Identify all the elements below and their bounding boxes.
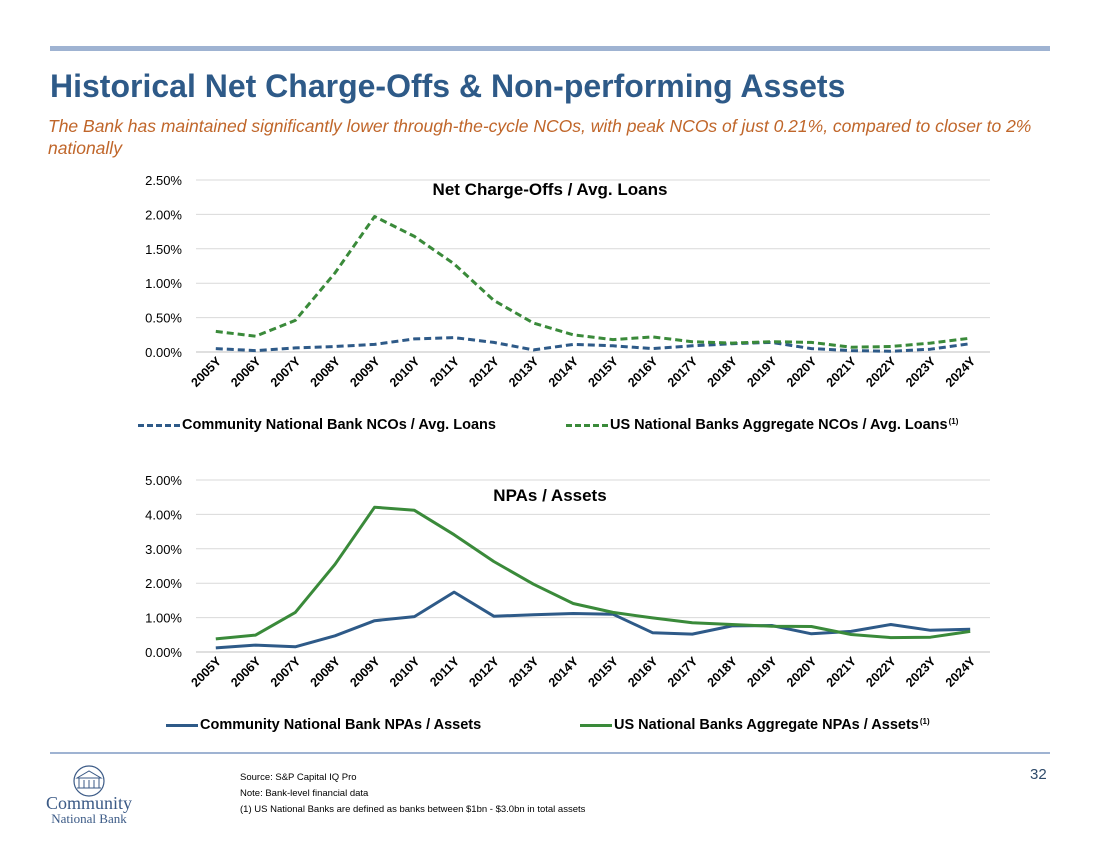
npa-xtick-label: 2008Y — [308, 654, 344, 690]
footnotes: Source: S&P Capital IQ Pro Note: Bank-le… — [240, 770, 585, 818]
bottom-divider — [50, 752, 1050, 754]
nco-xtick-label: 2018Y — [705, 354, 741, 390]
nco-legend-us: US National Banks Aggregate NCOs / Avg. … — [566, 417, 958, 433]
community-national-bank-logo: Community National Bank — [44, 764, 134, 834]
definition-note: (1) US National Banks are defined as ban… — [240, 804, 586, 815]
npa-xtick-label: 2005Y — [189, 654, 225, 690]
page-number: 32 — [1030, 766, 1047, 783]
npa-series-line-us — [215, 505, 971, 641]
nco-xtick-label: 2006Y — [228, 354, 264, 390]
npa-xtick-label: 2022Y — [863, 654, 899, 690]
legend-footnote-marker: (1) — [948, 416, 959, 426]
legend-swatch — [138, 423, 180, 427]
npa-ytick-label: 2.00% — [145, 576, 182, 591]
npa-ytick-label: 4.00% — [145, 507, 182, 522]
page-subtitle: The Bank has maintained significantly lo… — [48, 116, 1032, 158]
legend-label: US National Banks Aggregate NCOs / Avg. … — [610, 417, 948, 433]
nco-xtick-label: 2020Y — [784, 354, 820, 390]
nco-xtick-label: 2011Y — [427, 354, 462, 389]
data-note: Note: Bank-level financial data — [240, 788, 369, 799]
page-title: Historical Net Charge-Offs & Non-perform… — [50, 68, 846, 104]
top-divider — [50, 46, 1050, 51]
npa-chart-svg: 0.00% 1.00% 2.00% 3.00% 4.00% 5.00% 2005Y 2006Y… — [145, 473, 990, 690]
npa-ytick-label: 1.00% — [145, 611, 182, 626]
nco-chart-svg: 0.00% 0.50% 1.00% 1.50% 2.00% 2.50% 2005Y 2006Y… — [145, 173, 990, 390]
npa-xtick-label: 2017Y — [665, 654, 701, 690]
nco-series-line-us — [215, 215, 971, 349]
logo-text-line1: Community — [45, 793, 132, 813]
npa-xtick-label: 2012Y — [466, 654, 502, 690]
nco-xtick-label: 2009Y — [347, 354, 383, 390]
npa-xtick-label: 2010Y — [387, 654, 423, 690]
npa-xtick-label: 2020Y — [784, 654, 820, 690]
legend-swatch — [166, 723, 198, 727]
nco-xtick-label: 2024Y — [943, 354, 979, 390]
npa-series-line-community — [215, 590, 971, 650]
npa-xtick-label: 2024Y — [943, 654, 979, 690]
npa-legend-community: Community National Bank NPAs / Assets — [166, 717, 481, 733]
npa-ytick-label: 0.00% — [145, 645, 182, 660]
nco-chart: 0.00% 0.50% 1.00% 1.50% 2.00% 2.50% 2005Y 2006Y… — [0, 168, 1100, 448]
npa-chart: 0.00% 1.00% 2.00% 3.00% 4.00% 5.00% 2005Y 2006Y… — [0, 468, 1100, 748]
nco-xtick-label: 2017Y — [665, 354, 701, 390]
npa-ytick-label: 3.00% — [145, 542, 182, 557]
nco-xtick-label: 2010Y — [387, 354, 423, 390]
nco-xtick-label: 2015Y — [586, 354, 622, 390]
npa-xtick-label: 2013Y — [506, 654, 542, 690]
legend-swatch — [580, 723, 612, 727]
nco-ytick-label: 2.00% — [145, 207, 182, 222]
npa-xtick-label: 2021Y — [824, 654, 860, 690]
nco-xtick-label: 2014Y — [546, 354, 582, 390]
source-note: Source: S&P Capital IQ Pro — [240, 772, 357, 783]
npa-xtick-label: 2009Y — [347, 654, 383, 690]
nco-ytick-label: 0.00% — [145, 345, 182, 360]
legend-footnote-marker: (1) — [919, 716, 930, 726]
npa-chart-title: NPAs / Assets — [493, 486, 607, 505]
nco-xtick-label: 2012Y — [466, 354, 502, 390]
legend-label: Community National Bank NPAs / Assets — [200, 717, 482, 733]
npa-ytick-label: 5.00% — [145, 473, 182, 488]
nco-series-line-community — [215, 336, 971, 353]
nco-legend-community: Community National Bank NCOs / Avg. Loan… — [138, 417, 496, 433]
nco-xtick-label: 2022Y — [863, 354, 899, 390]
nco-xtick-label: 2019Y — [744, 354, 780, 390]
npa-xtick-label: 2011Y — [427, 654, 462, 689]
npa-xtick-label: 2007Y — [268, 654, 304, 690]
nco-ytick-label: 0.50% — [145, 311, 182, 326]
bank-building-icon — [73, 765, 105, 797]
npa-xtick-label: 2018Y — [705, 654, 741, 690]
npa-xtick-label: 2016Y — [625, 654, 661, 690]
nco-xtick-label: 2013Y — [506, 354, 542, 390]
nco-xtick-label: 2007Y — [268, 354, 304, 390]
npa-legend-us: US National Banks Aggregate NPAs / Asset… — [580, 717, 930, 733]
npa-xtick-label: 2006Y — [228, 654, 264, 690]
nco-xtick-label: 2016Y — [625, 354, 661, 390]
nco-ytick-label: 1.00% — [145, 276, 182, 291]
nco-chart-title: Net Charge-Offs / Avg. Loans — [432, 180, 668, 199]
npa-xtick-label: 2015Y — [586, 654, 622, 690]
nco-xtick-label: 2008Y — [308, 354, 344, 390]
nco-xtick-label: 2021Y — [824, 354, 860, 390]
nco-xtick-label: 2023Y — [903, 354, 939, 390]
logo-text-line2: National Bank — [51, 811, 127, 826]
npa-xtick-label: 2023Y — [903, 654, 939, 690]
nco-ytick-label: 2.50% — [145, 173, 182, 188]
nco-xtick-label: 2005Y — [189, 354, 225, 390]
npa-xtick-label: 2014Y — [546, 654, 582, 690]
legend-swatch — [566, 423, 608, 427]
legend-label: Community National Bank NCOs / Avg. Loan… — [182, 417, 496, 433]
npa-xtick-label: 2019Y — [744, 654, 780, 690]
legend-label: US National Banks Aggregate NPAs / Asset… — [614, 717, 919, 733]
nco-ytick-label: 1.50% — [145, 242, 182, 257]
